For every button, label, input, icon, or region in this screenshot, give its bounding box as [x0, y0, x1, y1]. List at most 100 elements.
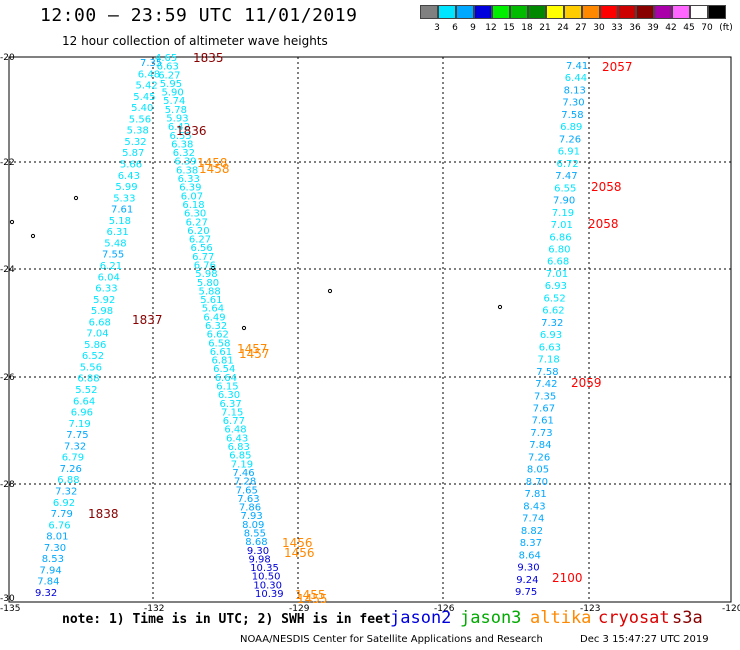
track-c-value: 8.37: [520, 538, 542, 549]
track-b-value: 6.42: [168, 122, 190, 133]
credit-text: NOAA/NESDIS Center for Satellite Applica…: [240, 634, 543, 645]
track-a-value: 5.40: [131, 103, 153, 114]
satellite-label-altika: altika: [530, 608, 592, 628]
island-marker: [327, 288, 333, 294]
track-a-value: 5.33: [113, 193, 135, 204]
pass-time-label: 2057: [602, 60, 633, 74]
track-b-value: 10.35: [250, 563, 279, 574]
track-b-value: 6.20: [187, 226, 209, 237]
legend-label: 70: [701, 23, 713, 33]
track-b-value: 6.39: [179, 183, 201, 194]
track-c-value: 7.90: [553, 196, 575, 207]
track-b-value: 6.64: [215, 373, 237, 384]
track-c-value: 6.44: [565, 73, 587, 84]
track-a-value: 7.94: [40, 565, 62, 576]
legend-label: 39: [647, 23, 659, 33]
track-c-value: 7.32: [541, 318, 563, 329]
legend-swatch: [690, 5, 708, 19]
track-a-value: 7.61: [111, 205, 133, 216]
track-b-value: 6.76: [194, 261, 216, 272]
lon-label: -126: [434, 604, 455, 614]
track-b-value: 5.98: [195, 269, 217, 280]
pass-time-label: 1835: [193, 51, 224, 65]
track-c-value: 7.67: [533, 404, 555, 415]
track-a-value: 7.04: [86, 329, 108, 340]
track-b-value: 5.78: [165, 105, 187, 116]
legend-label: 6: [452, 23, 458, 33]
track-a-value: 5.18: [109, 216, 131, 227]
legend-label: 42: [665, 23, 677, 33]
track-a-value: 5.48: [104, 238, 126, 249]
track-a-value: 7.19: [69, 419, 91, 430]
track-b-value: 6.85: [229, 451, 251, 462]
track-c-value: 6.62: [542, 306, 564, 317]
track-c-value: 9.75: [515, 587, 537, 598]
track-c-value: 7.26: [559, 134, 581, 145]
track-b-value: 6.33: [178, 174, 200, 185]
track-b-value: 7.86: [239, 503, 261, 514]
island-marker: [73, 195, 79, 201]
lon-label: -135: [0, 604, 20, 614]
island-marker: [9, 219, 15, 225]
track-c-value: 7.01: [551, 220, 573, 231]
track-c-value: 7.74: [522, 514, 544, 525]
legend-swatch: [636, 5, 654, 19]
track-b-value: 6.32: [173, 148, 195, 159]
track-b-value: 6.55: [170, 131, 192, 142]
pass-time-label: 2059: [571, 376, 602, 390]
footer-note: note: 1) Time is in UTC; 2) SWH is in fe…: [62, 612, 391, 627]
legend-label: 18: [521, 23, 533, 33]
track-b-value: 6.18: [182, 200, 204, 211]
track-b-value: 7.46: [232, 468, 254, 479]
track-a-value: 6.43: [118, 171, 140, 182]
track-b-value: 5.88: [199, 286, 221, 297]
track-a-value: 5.38: [127, 126, 149, 137]
track-b-value: 5.93: [166, 114, 188, 125]
satellite-label-cryosat: cryosat: [598, 608, 670, 628]
legend-label: 21: [539, 23, 551, 33]
track-b-value: 5.80: [197, 278, 219, 289]
track-b-value: 6.63: [157, 62, 179, 73]
track-a-value: 6.96: [71, 408, 93, 419]
legend-swatch: [546, 5, 564, 19]
track-c-value: 8.64: [519, 550, 541, 561]
track-b-value: 6.43: [226, 433, 248, 444]
track-b-value: 6.38: [176, 165, 198, 176]
track-a-value: 5.99: [115, 182, 137, 193]
satellite-label-jason2: jason2: [390, 608, 452, 628]
map-frame: [8, 56, 732, 603]
legend-label: 9: [470, 23, 476, 33]
track-a-value: 6.64: [73, 396, 95, 407]
island-marker: [30, 233, 36, 239]
track-c-value: 6.68: [547, 257, 569, 268]
island-marker: [241, 325, 247, 331]
pass-time-label: 1837: [132, 313, 163, 327]
track-a-value: 7.84: [37, 577, 59, 588]
track-a-value: 6.88: [77, 374, 99, 385]
track-c-value: 6.52: [544, 293, 566, 304]
lon-label: -123: [580, 604, 600, 614]
track-a-value: 6.04: [98, 272, 120, 283]
track-b-value: 6.30: [218, 390, 240, 401]
track-b-value: 5.64: [202, 304, 224, 315]
track-c-value: 6.72: [557, 159, 579, 170]
legend-label: 36: [629, 23, 641, 33]
track-c-value: 9.30: [517, 563, 539, 574]
pass-time-label: 1455: [297, 592, 328, 606]
track-a-value: 5.32: [124, 137, 146, 148]
pass-time-label: 1456: [284, 546, 315, 560]
lat-label: -20: [0, 53, 15, 63]
track-a-value: 6.68: [89, 317, 111, 328]
legend-label: 15: [503, 23, 515, 33]
pass-time-label: 1458: [199, 162, 230, 176]
track-c-value: 6.89: [560, 122, 582, 133]
legend-swatch: [528, 5, 546, 19]
track-a-value: 5.98: [91, 306, 113, 317]
track-c-value: 7.84: [529, 440, 551, 451]
island-marker: [497, 304, 503, 310]
lat-label: -26: [0, 373, 15, 383]
track-a-value: 6.31: [107, 227, 129, 238]
track-a-value: 5.56: [80, 363, 102, 374]
track-b-value: 6.27: [186, 217, 208, 228]
legend-label: 45: [683, 23, 695, 33]
